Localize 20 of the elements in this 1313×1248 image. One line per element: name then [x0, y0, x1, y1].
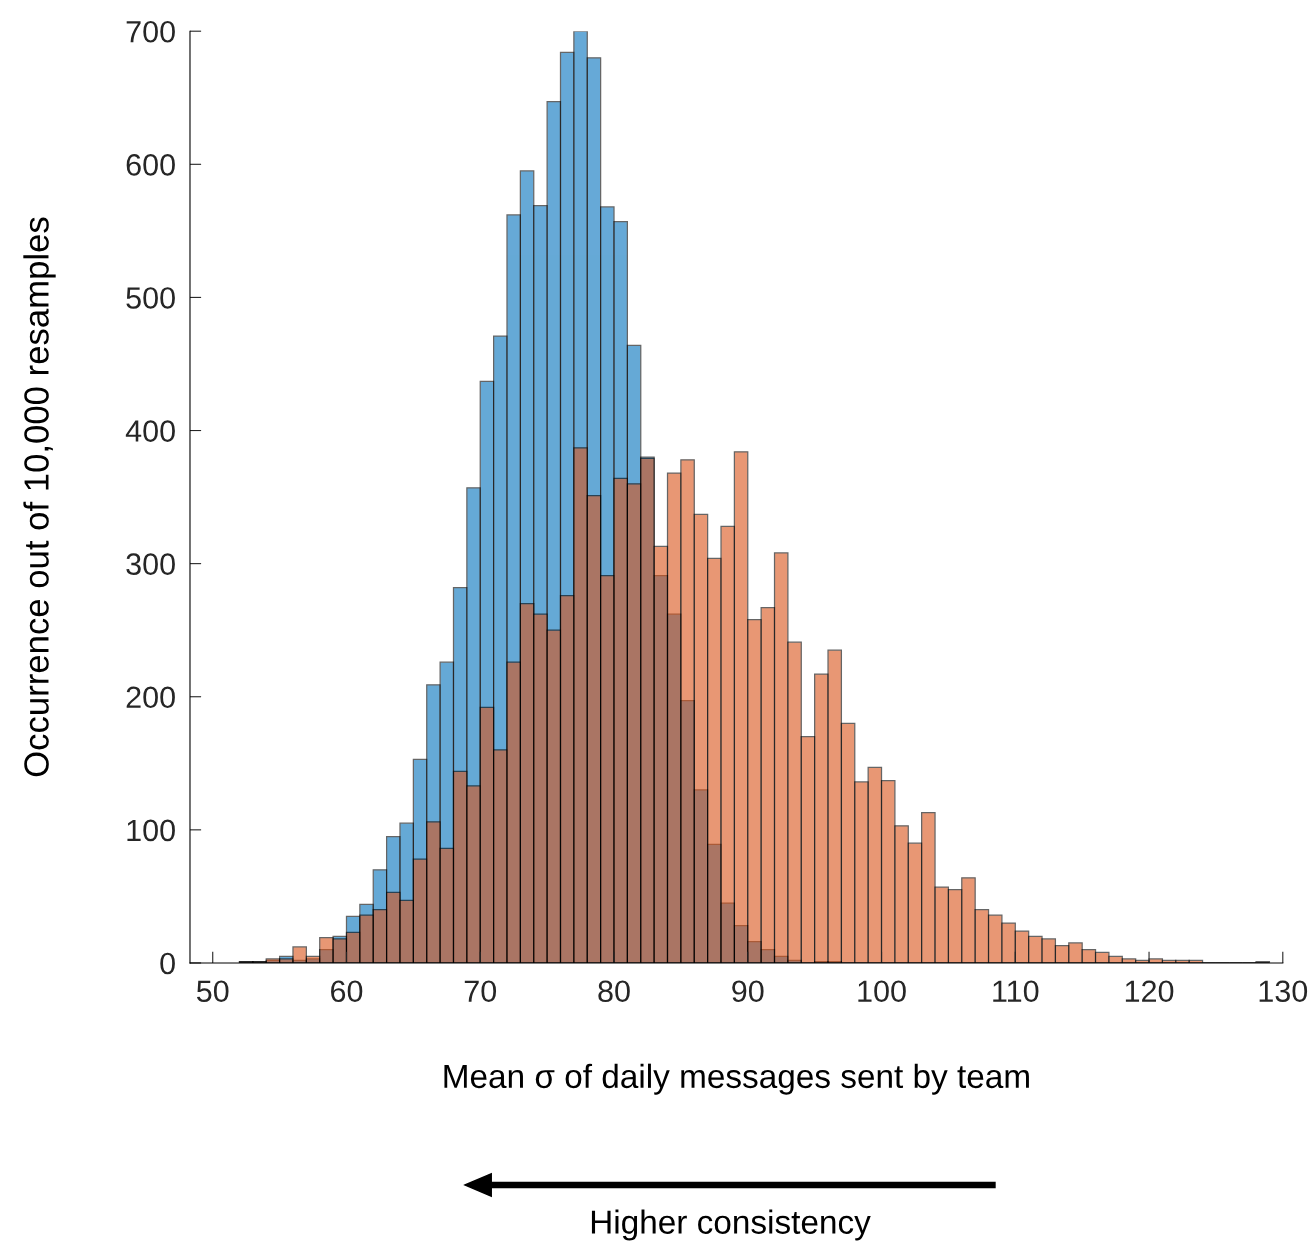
- x-tick-label: 60: [331, 980, 363, 1003]
- y-tick-label: 0: [160, 952, 175, 975]
- y-tick-label: 600: [126, 154, 175, 176]
- x-tick-label: 110: [993, 980, 1039, 1003]
- y-tick-label: 500: [126, 287, 175, 309]
- y-tick-label: 200: [126, 686, 175, 709]
- x-tick-label: 100: [858, 980, 906, 1003]
- x-tick-label: 120: [1125, 980, 1174, 1003]
- y-tick-label: 300: [126, 553, 175, 575]
- x-tick-label: 50: [196, 980, 229, 1003]
- text: Higher consistency: [591, 1209, 871, 1241]
- x-tick-label: 80: [598, 980, 630, 1003]
- x-tick-label: 90: [732, 980, 764, 1003]
- y-axis-title: Occurrence out of 10,000 resamples: [23, 217, 56, 777]
- x-tick-label: 130: [1259, 980, 1308, 1003]
- y-tick-label: 700: [126, 20, 175, 43]
- y-tick-label: 100: [127, 819, 175, 842]
- x-tick-label: 70: [464, 980, 497, 1003]
- x-axis-title: Mean σ of daily messages sent by team: [444, 1063, 1029, 1095]
- y-tick-label: 400: [125, 420, 175, 442]
